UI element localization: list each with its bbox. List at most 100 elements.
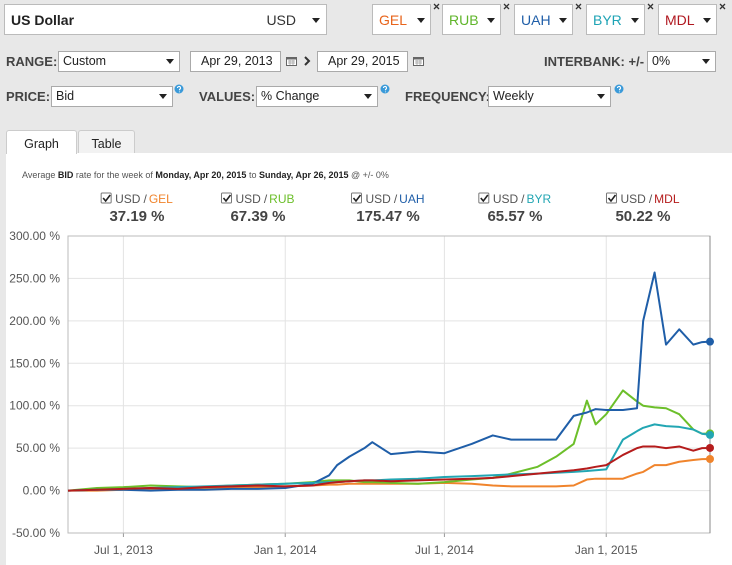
legend-value: 37.19 % — [109, 208, 164, 225]
legend-separator: / — [521, 192, 525, 206]
legend-checkbox[interactable] — [605, 192, 617, 204]
compare-select[interactable]: GEL — [372, 4, 431, 35]
caret — [166, 59, 174, 64]
caret — [487, 18, 495, 23]
remove-cross — [433, 3, 440, 10]
legend-label: USD / BYR — [493, 192, 552, 206]
remove-cross — [719, 3, 726, 10]
x-tick-label: Jan 1, 2015 — [575, 543, 638, 557]
caption-part: Average — [22, 170, 58, 180]
legend-separator: / — [649, 192, 653, 206]
date-from-value: Apr 29, 2013 — [201, 54, 273, 68]
caret — [597, 94, 605, 99]
compare-code: RUB — [449, 12, 479, 28]
checkbox-box — [478, 192, 490, 204]
tab-table[interactable]: Table — [78, 130, 135, 153]
end-point — [706, 443, 714, 452]
remove-icon[interactable] — [503, 3, 510, 10]
remove-icon[interactable] — [719, 3, 726, 10]
legend-value: 65.57 % — [487, 208, 542, 225]
remove-icon[interactable] — [647, 3, 654, 10]
y-tick-label: 0.00 % — [23, 484, 61, 498]
checkbox-check — [607, 194, 617, 203]
checkbox-check — [352, 194, 362, 203]
legend-separator: / — [143, 192, 147, 206]
legend-base: USD — [365, 192, 391, 206]
legend-value: 50.22 % — [615, 208, 670, 225]
legend-checkbox[interactable] — [220, 192, 232, 204]
range-label: RANGE: — [6, 54, 58, 69]
interbank-value: 0% — [652, 54, 671, 68]
legend-checkbox[interactable] — [100, 192, 112, 204]
caret — [159, 94, 167, 99]
legend-label: USD / RUB — [235, 192, 294, 206]
compare-code: UAH — [521, 12, 551, 28]
remove-icon[interactable] — [575, 3, 582, 10]
checkbox-check — [102, 194, 111, 203]
checkbox-box — [350, 192, 362, 204]
legend-base: USD — [620, 192, 646, 206]
checkbox-check — [222, 194, 232, 203]
price-value: Bid — [56, 89, 75, 103]
legend-name: BYR — [527, 192, 552, 206]
date-from[interactable]: Apr 29, 2013 — [190, 51, 281, 72]
caret — [559, 18, 567, 23]
y-tick-label: 300.00 % — [9, 229, 60, 243]
remove-icon[interactable] — [433, 3, 440, 10]
checkbox-box — [605, 192, 617, 204]
legend-checkbox[interactable] — [350, 192, 362, 204]
values-value: % Change — [261, 89, 320, 103]
interbank-select[interactable]: 0% — [647, 51, 716, 72]
legend-value: 67.39 % — [230, 208, 285, 225]
arrow-icon — [304, 56, 311, 66]
legend-label: USD / GEL — [115, 192, 173, 206]
help-icon[interactable] — [614, 84, 624, 94]
y-tick-label: 200.00 % — [9, 314, 60, 328]
legend-name: UAH — [399, 192, 424, 206]
caret — [364, 94, 372, 99]
caption-part: Monday, Apr 20, 2015 — [155, 170, 247, 180]
interbank-label: INTERBANK: +/- — [544, 54, 645, 69]
y-tick-label: 100.00 % — [9, 399, 60, 413]
tab-graph[interactable]: Graph — [6, 130, 77, 154]
caption-part: rate for the week of — [73, 170, 156, 180]
compare-select[interactable]: BYR — [586, 4, 645, 35]
help-icon[interactable] — [174, 84, 184, 94]
calendar-icon[interactable] — [413, 56, 424, 66]
price-select[interactable]: Bid — [51, 86, 173, 107]
legend-checkbox[interactable] — [478, 192, 490, 204]
legend-name: RUB — [269, 192, 294, 206]
frequency-value: Weekly — [493, 89, 534, 103]
values-select[interactable]: % Change — [256, 86, 378, 107]
end-point — [706, 455, 714, 464]
frequency-label: FREQUENCY: — [405, 89, 490, 104]
compare-select[interactable]: MDL — [658, 4, 717, 35]
help-icon[interactable] — [380, 84, 390, 94]
base-currency-select[interactable]: US Dollar USD — [4, 4, 327, 35]
compare-select[interactable]: RUB — [442, 4, 501, 35]
range-value: Custom — [63, 54, 107, 68]
calendar-icon[interactable] — [286, 56, 297, 66]
x-tick-label: Jul 1, 2014 — [415, 543, 474, 557]
caret — [417, 18, 425, 23]
y-tick-label: 150.00 % — [9, 356, 60, 370]
compare-select[interactable]: UAH — [514, 4, 573, 35]
date-to[interactable]: Apr 29, 2015 — [317, 51, 408, 72]
range-select[interactable]: Custom — [58, 51, 180, 72]
caption-part: to — [246, 170, 259, 180]
legend-base: USD — [235, 192, 261, 206]
series-line — [67, 445, 711, 492]
legend-label: USD / MDL — [620, 192, 679, 206]
compare-code: MDL — [665, 12, 695, 28]
remove-cross — [503, 3, 510, 10]
caption: Average BID rate for the week of Monday,… — [22, 170, 389, 180]
legend-separator: / — [264, 192, 268, 206]
price-label: PRICE: — [6, 89, 51, 104]
caret — [631, 18, 639, 23]
legend-name: MDL — [654, 192, 680, 206]
checkbox-check — [480, 194, 489, 203]
y-tick-label: 250.00 % — [9, 271, 60, 285]
frequency-select[interactable]: Weekly — [488, 86, 611, 107]
